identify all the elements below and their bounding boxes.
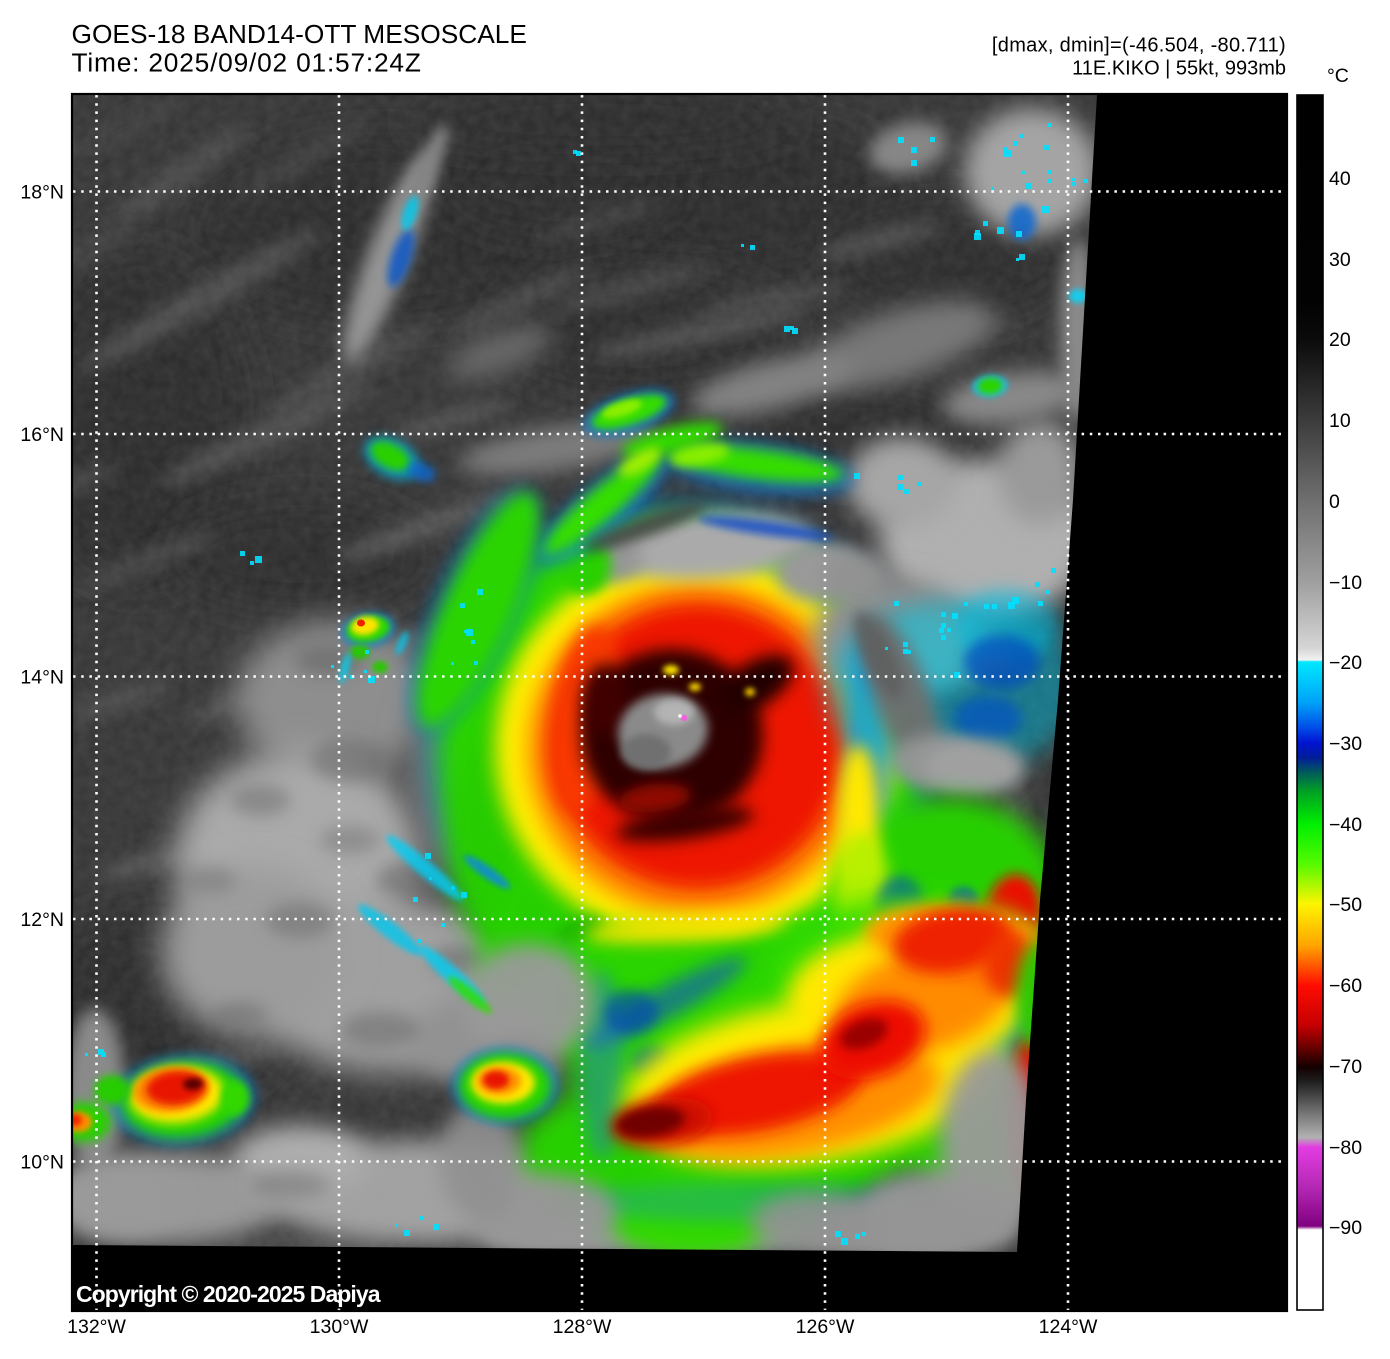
- svg-text:Copyright © 2020-2025 Dapiya: Copyright © 2020-2025 Dapiya: [76, 1281, 381, 1307]
- svg-text:Time: 2025/09/02 01:57:24Z: Time: 2025/09/02 01:57:24Z: [72, 48, 422, 78]
- svg-text:124°W: 124°W: [1039, 1316, 1098, 1338]
- svg-text:16°N: 16°N: [20, 424, 64, 446]
- svg-text:18°N: 18°N: [20, 182, 64, 204]
- svg-text:0: 0: [1329, 491, 1340, 513]
- svg-text:−40: −40: [1329, 814, 1362, 836]
- svg-text:11E.KIKO | 55kt, 993mb: 11E.KIKO | 55kt, 993mb: [1072, 58, 1286, 80]
- svg-text:12°N: 12°N: [20, 909, 64, 931]
- svg-text:20: 20: [1329, 329, 1351, 351]
- svg-text:−10: −10: [1329, 572, 1362, 594]
- svg-text:−80: −80: [1329, 1137, 1362, 1159]
- svg-text:10°N: 10°N: [20, 1152, 64, 1174]
- svg-text:40: 40: [1329, 168, 1351, 190]
- svg-text:°C: °C: [1327, 65, 1349, 87]
- svg-text:GOES-18 BAND14-OTT MESOSCALE: GOES-18 BAND14-OTT MESOSCALE: [72, 19, 527, 49]
- svg-text:−30: −30: [1329, 733, 1362, 755]
- svg-text:128°W: 128°W: [553, 1316, 612, 1338]
- svg-text:132°W: 132°W: [67, 1316, 126, 1338]
- svg-text:−90: −90: [1329, 1217, 1362, 1239]
- svg-text:−20: −20: [1329, 652, 1362, 674]
- svg-text:[dmax, dmin]=(-46.504, -80.711: [dmax, dmin]=(-46.504, -80.711): [992, 35, 1286, 57]
- svg-text:−50: −50: [1329, 894, 1362, 916]
- svg-text:−60: −60: [1329, 975, 1362, 997]
- svg-text:14°N: 14°N: [20, 667, 64, 689]
- svg-text:10: 10: [1329, 410, 1351, 432]
- svg-text:126°W: 126°W: [796, 1316, 855, 1338]
- svg-text:130°W: 130°W: [310, 1316, 369, 1338]
- svg-text:30: 30: [1329, 249, 1351, 271]
- svg-text:−70: −70: [1329, 1056, 1362, 1078]
